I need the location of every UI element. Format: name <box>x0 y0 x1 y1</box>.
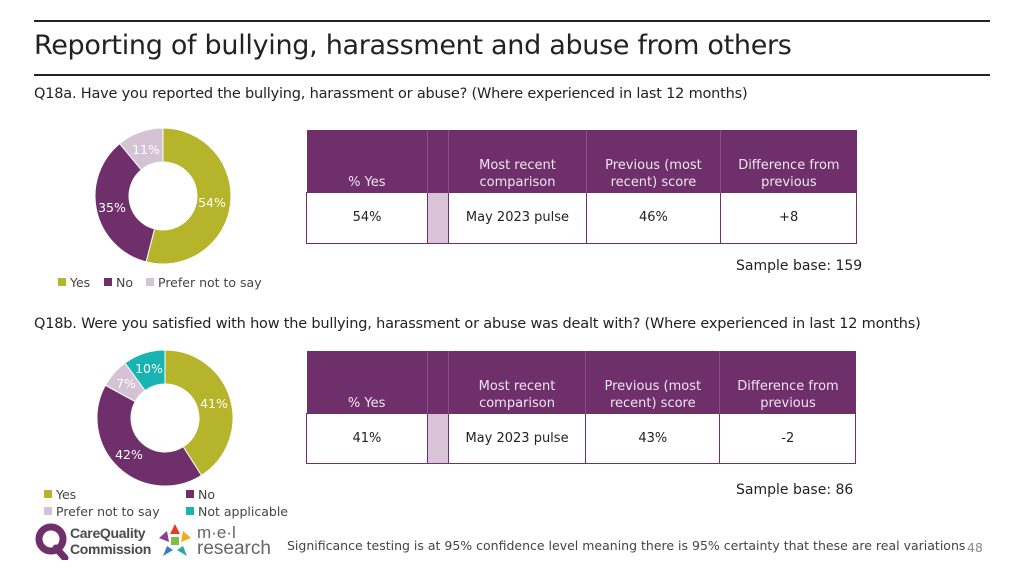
cqc-logo-mark <box>35 523 69 560</box>
header-difference: Difference from previous <box>720 130 857 192</box>
cell-pct-yes: 41% <box>306 412 428 464</box>
top-rule <box>34 20 990 22</box>
mel-research-logo: m·e·l research <box>157 522 272 564</box>
legend-item-not-applicable: Not applicable <box>186 504 288 519</box>
sample-base-q18a: Sample base: 159 <box>736 258 863 274</box>
legend-swatch-no <box>186 490 194 498</box>
donut-label-no: 42% <box>115 447 143 462</box>
legend-swatch-prefer-not <box>146 278 154 286</box>
legend-swatch-yes <box>58 278 66 286</box>
comparison-table-q18a: % Yes Most recent comparison Previous (m… <box>305 130 857 244</box>
cell-previous: 43% <box>585 412 721 464</box>
legend-item-prefer-not: Prefer not to say <box>44 504 160 519</box>
donut-label-no: 35% <box>98 200 126 215</box>
header-spacer <box>427 130 449 192</box>
legend-item-prefer-not: Prefer not to say <box>146 275 262 290</box>
cell-previous: 46% <box>585 191 722 244</box>
header-previous: Previous (most recent) score <box>585 351 720 413</box>
title-underline <box>34 74 990 76</box>
mel-logo-line2: research <box>197 538 271 559</box>
cqc-logo: CareQuality Commission <box>34 522 152 562</box>
question-q18a: Q18a. Have you reported the bullying, ha… <box>34 86 748 102</box>
cqc-logo-line2: Commission <box>70 541 152 557</box>
legend-item-yes: Yes <box>58 275 90 290</box>
donut-label-prefer-not: 7% <box>116 376 136 391</box>
header-pct-yes: % Yes <box>306 351 428 413</box>
header-comparison: Most recent comparison <box>447 351 586 413</box>
legend-item-no: No <box>104 275 133 290</box>
significance-footnote: Significance testing is at 95% confidenc… <box>287 538 966 553</box>
donut-label-prefer-not: 11% <box>132 142 160 157</box>
donut-label-yes: 41% <box>200 396 228 411</box>
donut-slice-yes <box>164 349 234 477</box>
sample-base-q18b: Sample base: 86 <box>736 482 854 498</box>
cell-difference: +8 <box>720 191 857 244</box>
donut-slice-yes <box>145 127 232 265</box>
legend-item-no: No <box>186 487 215 502</box>
header-comparison: Most recent comparison <box>448 130 587 192</box>
cqc-logo-line1: CareQuality <box>70 525 146 541</box>
legend-swatch-prefer-not <box>44 507 52 515</box>
cell-comparison: May 2023 pulse <box>447 412 587 464</box>
donut-slice-no <box>94 142 156 263</box>
donut-slice-not-applicable <box>124 349 166 392</box>
donut-slice-no <box>96 384 203 487</box>
question-q18b: Q18b. Were you satisfied with how the bu… <box>34 316 921 332</box>
header-difference: Difference from previous <box>719 351 856 413</box>
legend-swatch-no <box>104 278 112 286</box>
legend-swatch-not-applicable <box>186 507 194 515</box>
legend-item-yes: Yes <box>44 487 76 502</box>
header-pct-yes: % Yes <box>306 130 428 192</box>
cell-pct-yes: 54% <box>305 191 429 244</box>
donut-label-yes: 54% <box>198 195 226 210</box>
legend-swatch-yes <box>44 490 52 498</box>
mel-flower-icon <box>159 524 191 556</box>
cell-spacer <box>427 191 450 244</box>
header-spacer <box>426 351 449 413</box>
comparison-table-q18b: % Yes Most recent comparison Previous (m… <box>306 351 856 464</box>
donut-slice-prefer-not-to-say <box>118 127 164 171</box>
page-number: 48 <box>967 540 983 555</box>
mel-logo-line1: m·e·l <box>197 523 236 542</box>
cell-comparison: May 2023 pulse <box>448 191 587 244</box>
header-previous: Previous (most recent) score <box>585 130 721 192</box>
donut-label-not-applicable: 10% <box>135 361 163 376</box>
page-title: Reporting of bullying, harassment and ab… <box>34 30 792 61</box>
cell-difference: -2 <box>719 412 856 464</box>
cell-spacer <box>426 412 449 464</box>
donut-chart-q18b: 41% 42% 7% 10% <box>96 349 234 487</box>
donut-chart-q18a: 54% 35% 11% <box>94 127 232 265</box>
